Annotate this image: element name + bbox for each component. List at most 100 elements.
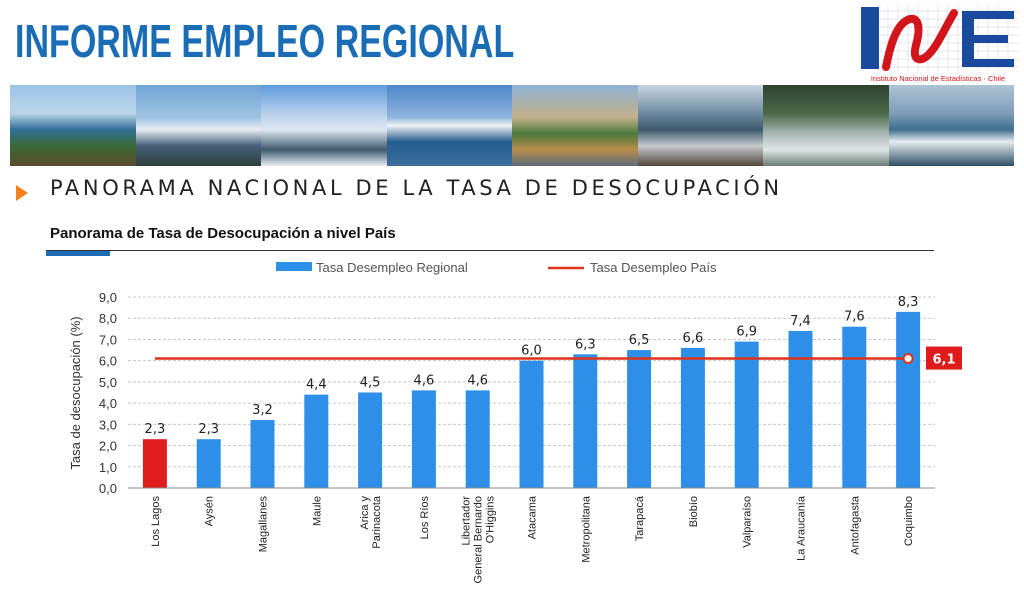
x-tick-label: LibertadorGeneral BernardoO'Higgins — [461, 496, 497, 584]
x-tick-label-line: La Araucanía — [796, 495, 808, 561]
y-tick-label: 1,0 — [99, 460, 117, 475]
x-tick-label: Aysén — [204, 496, 216, 526]
data-labels: 2,3 2,3 3,2 4,4 4,5 4,6 4,6 6,0 6,3 6,5 6,6 6,9 7,4 7… — [145, 295, 919, 437]
bar — [842, 326, 867, 488]
y-tick-label: 4,0 — [99, 396, 117, 411]
ine-logo: Instituto Nacional de Estadísticas · Chi… — [858, 5, 1019, 85]
country-rate-line-group: 6,1 — [154, 346, 962, 370]
x-tick-label: Magallanes — [258, 496, 270, 553]
y-tick-label: 3,0 — [99, 417, 117, 432]
data-label: 4,5 — [360, 376, 381, 391]
x-tick-label: Antofagasta — [849, 495, 861, 555]
y-tick-label: 2,0 — [99, 439, 117, 454]
x-tick-label: Los Ríos — [419, 496, 431, 540]
x-tick-label-line: Metropolitana — [580, 495, 592, 563]
x-tick-label: Coquimbo — [903, 496, 915, 546]
bar — [142, 439, 167, 488]
logo-caption: Instituto Nacional de Estadísticas · Chi… — [871, 74, 1005, 83]
y-axis-ticks: 0,0 1,0 2,0 3,0 4,0 5,0 6,0 7,0 8,0 9,0 — [99, 290, 117, 496]
legend-swatch-regional — [276, 262, 312, 271]
country-rate-marker — [902, 353, 914, 365]
x-tick-label-line: Magallanes — [258, 496, 270, 553]
section-title: PANORAMA NACIONAL DE LA TASA DE DESOCUPA… — [50, 176, 783, 200]
x-tick-label-line: O'Higgins — [485, 496, 497, 544]
x-tick-label-line: Los Lagos — [150, 496, 162, 547]
bar — [788, 330, 813, 488]
bar — [358, 392, 383, 488]
data-label: 3,2 — [252, 403, 273, 418]
data-label: 4,6 — [414, 373, 435, 388]
data-label: 6,5 — [629, 333, 650, 348]
photo-volcano — [386, 85, 512, 166]
photo-river-bank — [637, 85, 763, 166]
y-tick-label: 0,0 — [99, 481, 117, 496]
bar — [734, 341, 759, 488]
bar — [627, 350, 652, 488]
data-label: 7,6 — [844, 310, 865, 325]
x-tick-label: Valparaíso — [742, 496, 754, 548]
x-tick-label: Biobío — [688, 496, 700, 527]
x-tick-label: Los Lagos — [150, 496, 162, 547]
data-label: 6,3 — [575, 337, 596, 352]
bar — [465, 390, 490, 488]
bars — [142, 311, 921, 488]
y-tick-label: 7,0 — [99, 332, 117, 347]
x-tick-label-line: Antofagasta — [849, 495, 861, 555]
x-tick-label: La Araucanía — [796, 495, 808, 561]
x-tick-label: Tarapacá — [634, 495, 646, 541]
data-label: 2,3 — [145, 422, 166, 437]
x-tick-label-line: Parinacota — [371, 495, 383, 548]
title-rule — [46, 250, 934, 251]
photo-boats — [888, 85, 1014, 166]
chart-title: Panorama de Tasa de Desocupación a nivel… — [50, 225, 396, 242]
bar — [519, 360, 544, 488]
bar — [573, 354, 598, 488]
y-axis-label: Tasa de desocupación (%) — [68, 316, 83, 469]
photo-stilt-houses — [512, 85, 638, 166]
x-tick-label-line: Valparaíso — [742, 496, 754, 548]
data-label: 4,4 — [306, 378, 327, 393]
bar — [196, 439, 221, 488]
legend: Tasa Desempleo Regional Tasa Desempleo P… — [276, 260, 717, 275]
photo-snow-forest — [261, 85, 387, 166]
y-tick-label: 8,0 — [99, 311, 117, 326]
x-tick-label: Arica yParinacota — [359, 495, 383, 548]
legend-label-regional: Tasa Desempleo Regional — [316, 260, 468, 275]
photo-strip — [10, 85, 1014, 166]
photo-rapids — [763, 85, 889, 166]
x-tick-label-line: Arica y — [359, 496, 371, 530]
bar — [250, 420, 275, 488]
bar — [411, 390, 436, 488]
country-rate-label: 6,1 — [932, 353, 955, 368]
data-label: 6,6 — [683, 331, 704, 346]
data-label: 2,3 — [198, 422, 219, 437]
title-accent — [46, 251, 110, 256]
x-tick-label-line: Tarapacá — [634, 495, 646, 541]
x-axis-ticks: Los Lagos Aysén Magallanes Maule Arica yPari… — [150, 495, 915, 583]
report-title: INFORME EMPLEO REGIONAL — [15, 15, 515, 67]
x-tick-label-line: Biobío — [688, 496, 700, 527]
y-tick-label: 6,0 — [99, 354, 117, 369]
y-tick-label: 9,0 — [99, 290, 117, 305]
data-label: 6,0 — [521, 344, 542, 359]
photo-mountains — [135, 85, 261, 166]
x-tick-label-line: Libertador — [461, 496, 473, 546]
x-tick-label-line: Aysén — [204, 496, 216, 526]
x-tick-label-line: Atacama — [527, 495, 539, 539]
data-label: 7,4 — [790, 314, 811, 329]
section-arrow-icon — [16, 185, 28, 201]
country-rate-badge — [926, 346, 962, 370]
x-tick-label-line: Los Ríos — [419, 496, 431, 540]
bar — [304, 394, 329, 488]
x-tick-label: Atacama — [527, 495, 539, 539]
y-tick-label: 5,0 — [99, 375, 117, 390]
data-label: 8,3 — [898, 295, 919, 310]
photo-coast — [10, 85, 136, 166]
data-label: 4,6 — [467, 373, 488, 388]
legend-label-country: Tasa Desempleo País — [590, 260, 717, 275]
bar — [896, 311, 921, 488]
bar — [680, 347, 705, 488]
x-tick-label-line: Maule — [311, 496, 323, 526]
x-tick-label: Maule — [311, 496, 323, 526]
x-tick-label-line: General Bernardo — [473, 496, 485, 583]
